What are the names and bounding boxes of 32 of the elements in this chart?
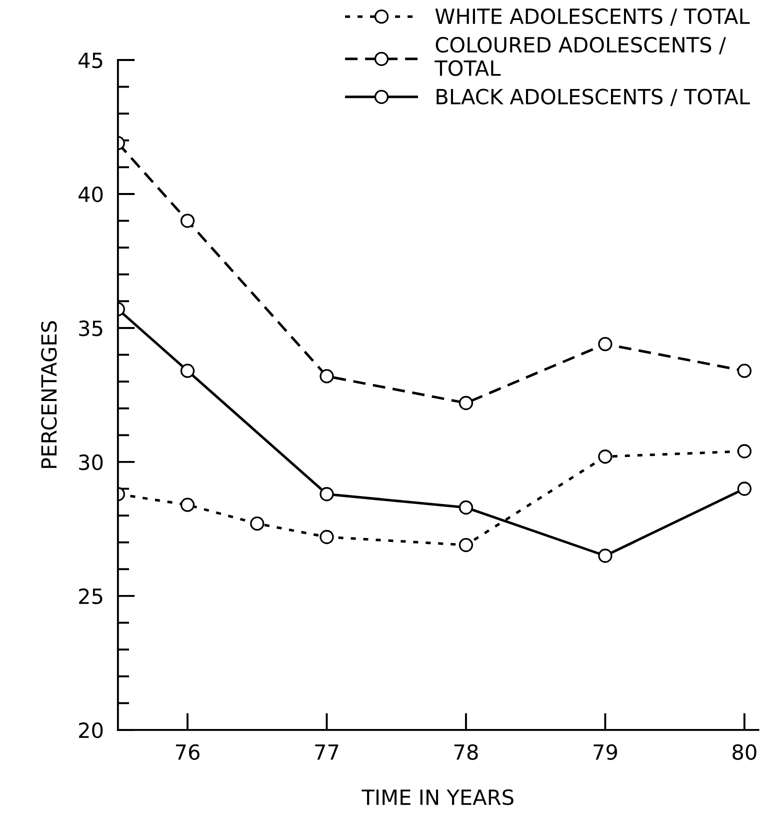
point bbox=[250, 516, 264, 531]
x-tick-label: 77 bbox=[315, 744, 338, 760]
legend-label: COLOURED ADOLESCENTS / TOTAL bbox=[434, 36, 726, 76]
legend-label: WHITE ADOLESCENTS / TOTAL bbox=[435, 8, 750, 26]
point bbox=[737, 364, 752, 378]
legend-label: BLACK ADOLESCENTS / TOTAL bbox=[436, 88, 750, 106]
point bbox=[737, 444, 752, 458]
x-tick-label: 76 bbox=[176, 744, 200, 760]
point bbox=[458, 396, 474, 410]
point bbox=[180, 214, 195, 228]
point bbox=[598, 450, 612, 464]
x-tick-label: 79 bbox=[594, 744, 617, 760]
y-tick-label: 30 bbox=[79, 454, 103, 470]
point bbox=[320, 487, 334, 502]
point bbox=[458, 500, 474, 515]
y-tick-label: 40 bbox=[78, 186, 103, 202]
point bbox=[320, 530, 334, 544]
point bbox=[320, 369, 334, 384]
point bbox=[737, 482, 752, 496]
y-axis-title: PERCENTAGES bbox=[41, 321, 57, 468]
x-tick-label: 78 bbox=[454, 744, 478, 760]
point bbox=[598, 548, 612, 563]
point bbox=[458, 538, 474, 552]
y-tick-label: 25 bbox=[79, 588, 102, 604]
point bbox=[180, 498, 195, 512]
x-tick-label: 80 bbox=[732, 744, 756, 760]
point bbox=[598, 336, 612, 352]
y-tick-label: 45 bbox=[78, 52, 102, 68]
point bbox=[180, 364, 195, 378]
y-tick-label: 20 bbox=[79, 722, 103, 738]
y-tick-label: 35 bbox=[79, 320, 102, 336]
x-axis-title: TIME IN YEARS bbox=[362, 789, 514, 806]
